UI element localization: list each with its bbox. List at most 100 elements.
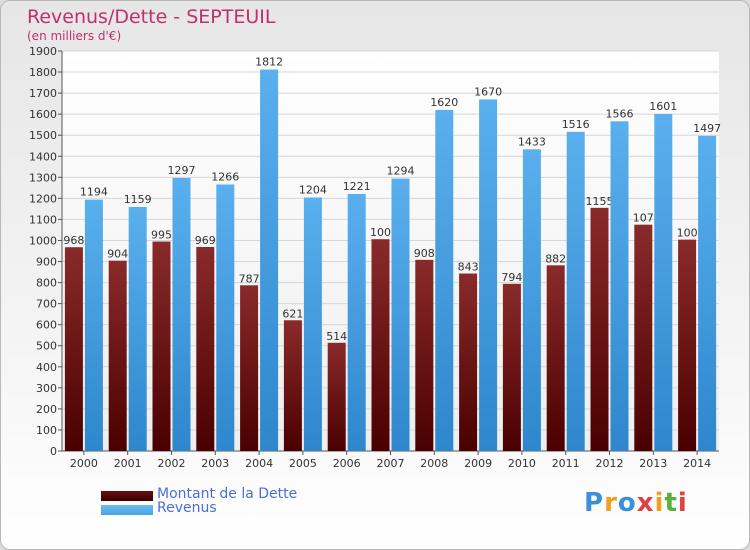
y-tick-label: 300 xyxy=(36,382,57,395)
data-label-dette: 995 xyxy=(151,229,172,242)
y-tick-label: 400 xyxy=(36,361,57,374)
plot-area xyxy=(62,51,719,451)
y-tick-label: 600 xyxy=(36,319,57,332)
x-tick-label: 2012 xyxy=(596,457,624,470)
data-label-revenus: 1266 xyxy=(211,170,239,183)
x-tick-label: 2006 xyxy=(333,457,361,470)
data-label-revenus: 1812 xyxy=(255,56,283,69)
data-label-dette: 107 xyxy=(633,212,654,225)
x-tick-label: 2005 xyxy=(289,457,317,470)
bar-dette xyxy=(240,285,259,451)
bar-dette xyxy=(152,241,171,451)
y-tick-label: 0 xyxy=(50,445,57,458)
bar-dette xyxy=(283,320,302,451)
bar-revenus xyxy=(479,99,498,451)
data-label-dette: 100 xyxy=(370,226,391,239)
data-label-revenus: 1159 xyxy=(124,193,152,206)
bar-revenus xyxy=(391,178,410,451)
x-tick-label: 2014 xyxy=(683,457,711,470)
y-tick-label: 700 xyxy=(36,298,57,311)
bar-dette xyxy=(108,260,127,451)
legend-label-dette: Montant de la Dette xyxy=(157,486,298,502)
y-tick-label: 1200 xyxy=(29,192,57,205)
x-tick-label: 2000 xyxy=(70,457,98,470)
y-tick-label: 1100 xyxy=(29,213,57,226)
data-label-revenus: 1204 xyxy=(299,184,327,197)
data-label-revenus: 1194 xyxy=(80,186,108,199)
legend-swatch-revenus xyxy=(101,505,153,515)
y-tick-label: 1700 xyxy=(29,87,57,100)
data-label-dette: 621 xyxy=(282,307,303,320)
bar-dette xyxy=(502,283,521,451)
data-label-revenus: 1497 xyxy=(693,122,721,135)
logo-letter: i xyxy=(654,488,665,518)
data-label-dette: 100 xyxy=(677,227,698,240)
x-tick-label: 2007 xyxy=(377,457,405,470)
y-tick-label: 900 xyxy=(36,256,57,269)
data-label-dette: 904 xyxy=(107,248,128,261)
bar-dette xyxy=(590,207,609,451)
proxiti-logo: Proxiti xyxy=(584,488,688,518)
data-label-dette: 794 xyxy=(501,271,522,284)
logo-letter: x xyxy=(636,488,655,518)
data-label-revenus: 1516 xyxy=(562,118,590,131)
y-tick-label: 500 xyxy=(36,340,57,353)
bar-revenus xyxy=(522,149,541,451)
data-label-revenus: 1601 xyxy=(649,100,677,113)
data-label-revenus: 1297 xyxy=(168,164,196,177)
legend-swatch-dette xyxy=(101,491,153,501)
bar-revenus xyxy=(260,69,279,452)
bar-revenus xyxy=(172,177,191,451)
data-label-dette: 882 xyxy=(545,252,566,265)
chart-title: Revenus/Dette - SEPTEUIL xyxy=(27,6,276,28)
bar-revenus xyxy=(610,121,629,451)
bar-dette xyxy=(371,239,390,451)
logo-letter: t xyxy=(664,488,678,518)
y-tick-label: 1000 xyxy=(29,234,57,247)
x-tick-label: 2011 xyxy=(552,457,580,470)
data-label-revenus: 1670 xyxy=(474,85,502,98)
bar-revenus xyxy=(84,199,103,451)
bar-revenus xyxy=(303,197,322,451)
data-label-revenus: 1620 xyxy=(430,96,458,109)
data-label-revenus: 1221 xyxy=(343,180,371,193)
bar-dette xyxy=(415,259,434,451)
y-tick-label: 1400 xyxy=(29,150,57,163)
x-tick-label: 2010 xyxy=(508,457,536,470)
data-label-revenus: 1566 xyxy=(606,107,634,120)
legend-label-revenus: Revenus xyxy=(157,500,217,516)
bar-dette xyxy=(459,273,478,451)
y-tick-label: 200 xyxy=(36,403,57,416)
y-tick-label: 1800 xyxy=(29,66,57,79)
data-label-dette: 969 xyxy=(195,234,216,247)
data-label-dette: 908 xyxy=(414,247,435,260)
logo-letter: r xyxy=(604,488,618,518)
bar-revenus xyxy=(566,131,585,451)
x-tick-label: 2008 xyxy=(420,457,448,470)
x-tick-label: 2002 xyxy=(158,457,186,470)
x-tick-label: 2001 xyxy=(114,457,142,470)
y-tick-label: 1300 xyxy=(29,171,57,184)
data-label-dette: 843 xyxy=(458,261,479,274)
y-tick-label: 800 xyxy=(36,277,57,290)
data-label-revenus: 1294 xyxy=(387,165,415,178)
y-tick-label: 100 xyxy=(36,424,57,437)
y-tick-label: 1500 xyxy=(29,129,57,142)
bar-revenus xyxy=(698,135,717,451)
bar-dette xyxy=(678,239,697,451)
bar-dette xyxy=(634,224,653,451)
bar-revenus xyxy=(654,113,673,452)
bar-dette xyxy=(196,247,215,451)
data-label-revenus: 1433 xyxy=(518,135,546,148)
x-tick-label: 2004 xyxy=(245,457,273,470)
bar-dette xyxy=(64,247,83,451)
x-tick-label: 2009 xyxy=(464,457,492,470)
bar-revenus xyxy=(216,184,235,451)
data-label-dette: 968 xyxy=(63,234,84,247)
logo-letter: o xyxy=(617,488,637,518)
bar-revenus xyxy=(435,109,454,452)
y-tick-label: 1600 xyxy=(29,108,57,121)
data-label-dette: 787 xyxy=(239,272,260,285)
